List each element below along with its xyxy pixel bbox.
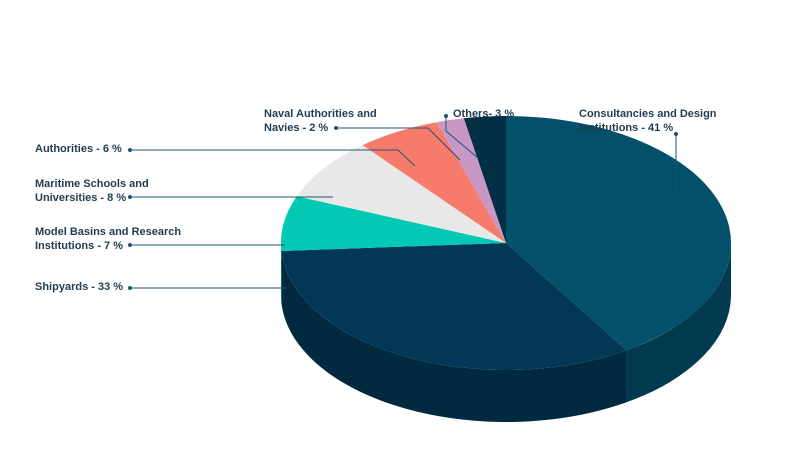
leader-line-6 <box>445 116 479 159</box>
leader-dot-3 <box>128 243 132 247</box>
leader-dot-4 <box>128 286 132 290</box>
slice-label-maritime-schools: Maritime Schools and Universities - 8 % <box>35 178 149 204</box>
leader-dot-6 <box>444 114 448 118</box>
pie-slice-maritime-schools-and-universities <box>296 145 506 243</box>
leader-dot-5 <box>334 126 338 130</box>
slice-label-shipyards: Shipyards - 33 % <box>35 281 124 293</box>
slice-label-authorities: Authorities - 6 % <box>35 143 122 155</box>
slice-label-model-basins: Model Basins and Research Institutions -… <box>35 226 182 252</box>
leader-dot-1 <box>128 148 132 152</box>
pie-side-consultancies-and-design-institutions <box>626 243 731 403</box>
pie-slice-others <box>463 116 506 243</box>
leader-line-1 <box>130 149 416 167</box>
pie-slice-consultancies-and-design-institutions <box>506 116 731 351</box>
pie-slice-model-basins-and-research-institutions <box>280 196 506 251</box>
pie-slice-naval-authorities-and-navies <box>436 118 506 243</box>
leader-dot-2 <box>128 195 132 199</box>
slice-label-naval-authorities: Naval Authorities and Navies - 2 % <box>264 108 377 134</box>
slice-label-consultancies: Consultancies and Design Institutions - … <box>579 108 717 134</box>
pie-slice-shipyards <box>281 243 627 371</box>
leader-line-5 <box>336 127 461 161</box>
slice-label-others: Others- 3 % <box>453 108 515 120</box>
pie-slice-authorities <box>362 122 506 243</box>
pie-side-shipyards <box>281 250 627 423</box>
leader-dot-7 <box>674 132 678 136</box>
